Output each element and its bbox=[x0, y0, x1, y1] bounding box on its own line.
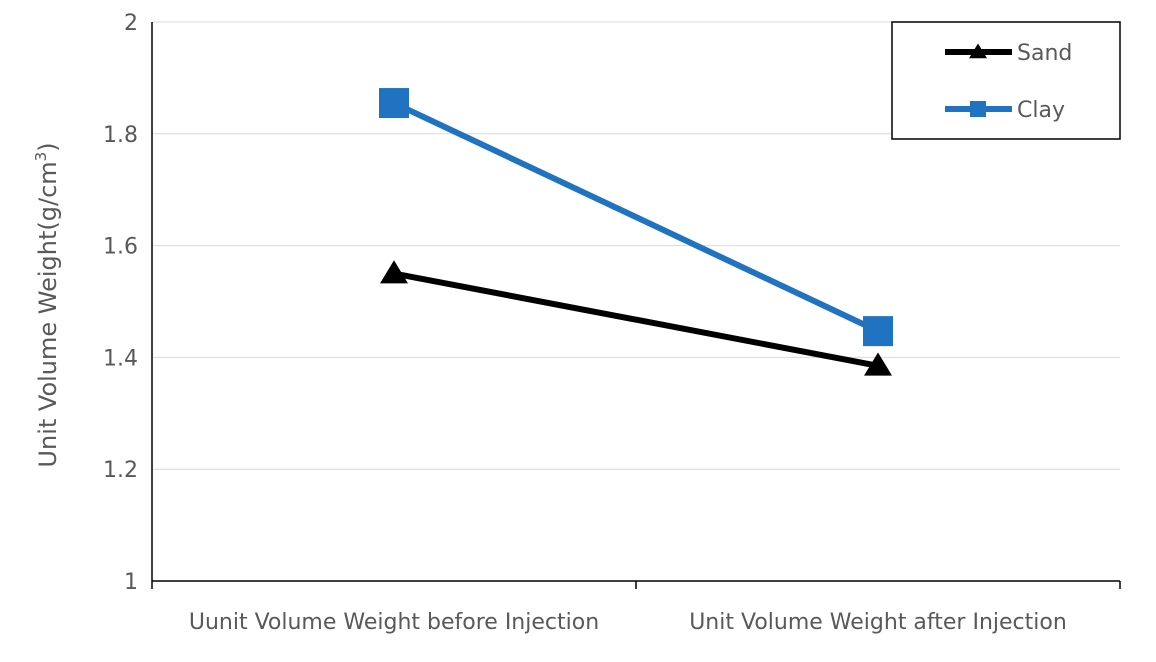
data-point-sand bbox=[380, 260, 408, 284]
data-point-clay bbox=[863, 316, 893, 347]
y-tick-label: 2 bbox=[124, 11, 138, 36]
series-line-clay bbox=[392, 100, 880, 334]
series-layer bbox=[379, 88, 893, 376]
legend-label: Sand bbox=[1017, 41, 1072, 66]
series-line-sand bbox=[393, 270, 879, 369]
y-tick-label: 1.6 bbox=[103, 235, 138, 260]
legend-item-clay: Clay bbox=[945, 98, 1065, 123]
y-tick-label: 1.4 bbox=[103, 346, 138, 371]
x-tick-label: Uunit Volume Weight before Injection bbox=[189, 610, 599, 635]
y-tick-labels: 1 1.2 1.4 1.6 1.8 2 bbox=[103, 11, 138, 595]
legend-item-sand: Sand bbox=[945, 41, 1072, 66]
y-axis-title: Unit Volume Weight(g/cm3) bbox=[32, 142, 62, 467]
data-point-clay bbox=[379, 88, 409, 119]
legend-box bbox=[891, 21, 1121, 140]
legend-label: Clay bbox=[1017, 98, 1065, 123]
y-tick-label: 1.8 bbox=[103, 123, 138, 148]
y-tick-label: 1.2 bbox=[103, 458, 138, 483]
series-sand bbox=[380, 260, 892, 376]
x-tick-labels: Uunit Volume Weight before Injection Unit… bbox=[189, 610, 1067, 635]
legend-marker bbox=[969, 43, 987, 59]
legend: Sand Clay bbox=[891, 21, 1121, 140]
data-point-sand bbox=[864, 352, 892, 376]
series-clay bbox=[379, 88, 893, 347]
axes bbox=[151, 22, 1121, 589]
legend-marker bbox=[970, 101, 986, 117]
y-tick-label: 1 bbox=[124, 570, 138, 595]
x-tick-label: Unit Volume Weight after Injection bbox=[689, 610, 1067, 635]
